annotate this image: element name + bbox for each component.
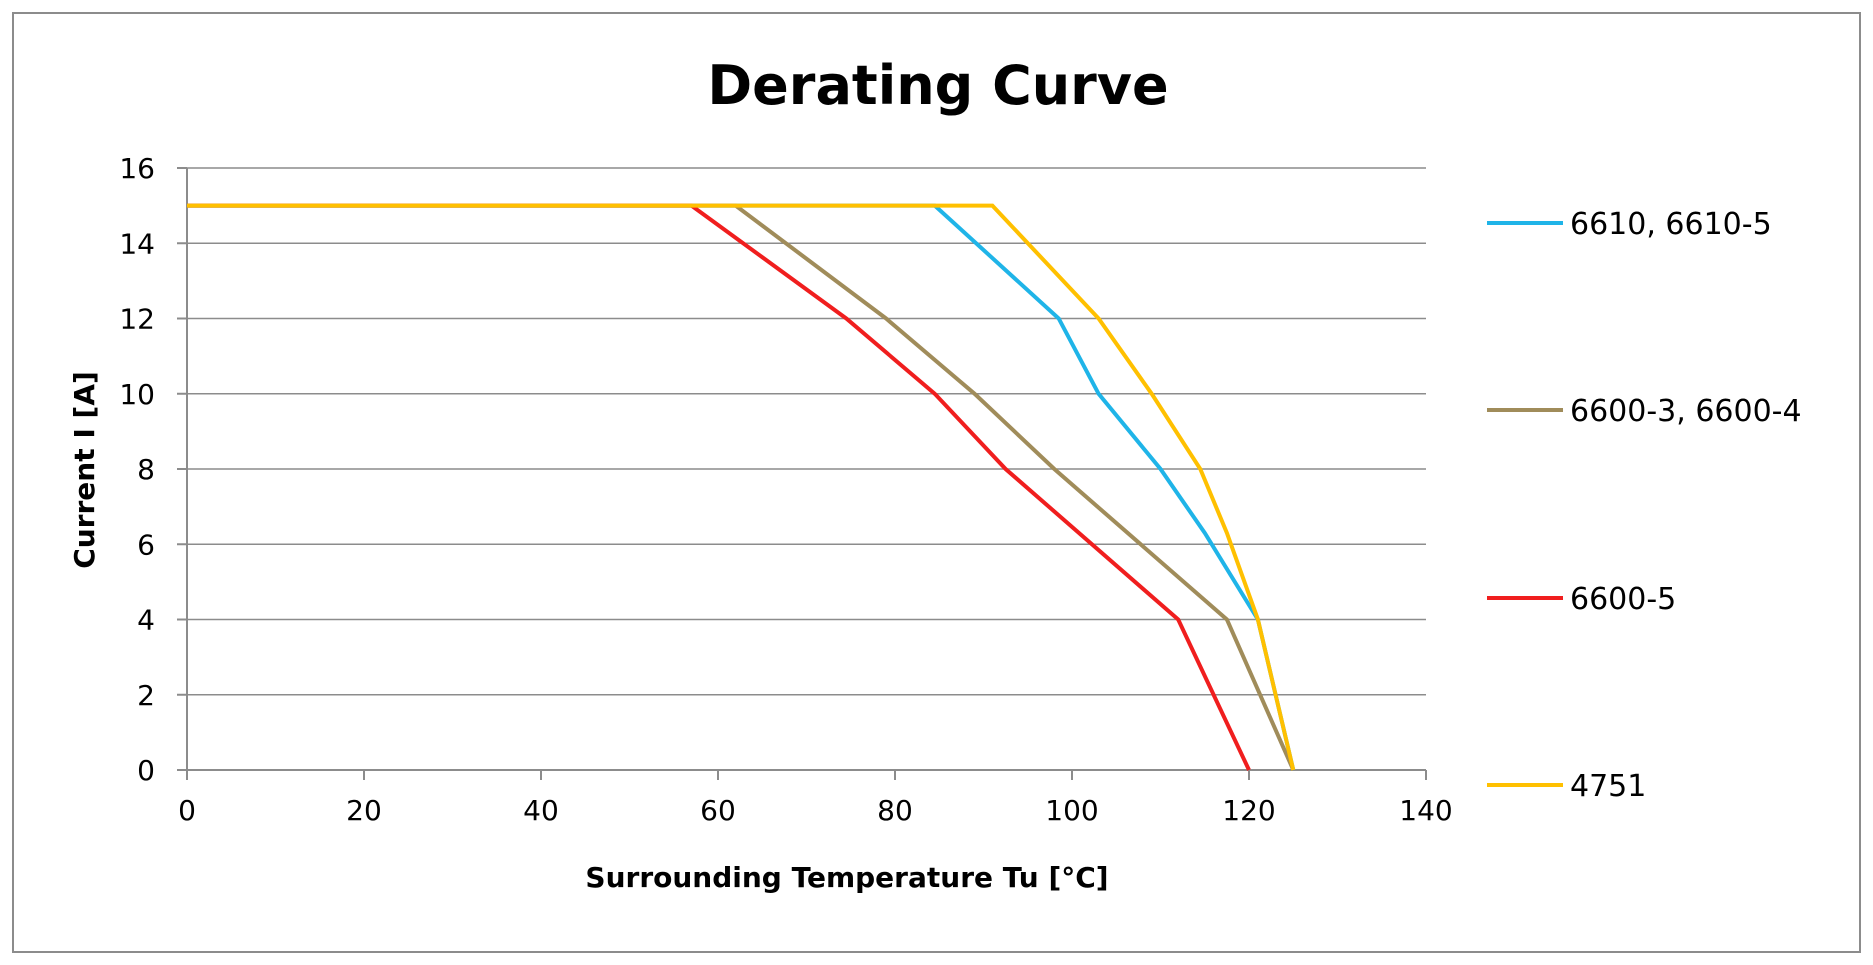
legend-label: 6610, 6610-5 [1570, 207, 1772, 242]
y-tick-label: 6 [137, 528, 155, 561]
x-tick-labels: 0 20 40 60 80 100 120 140 [178, 794, 1453, 827]
x-axis-label: Surrounding Temperature Tu [°C] [585, 861, 1108, 894]
y-tick-label: 10 [119, 378, 155, 411]
y-tick-label: 4 [137, 604, 155, 637]
y-tick-label: 2 [137, 679, 155, 712]
axes [177, 167, 1427, 780]
x-tick-label: 80 [877, 794, 913, 827]
x-tick-label: 60 [700, 794, 736, 827]
y-tick-label: 0 [137, 754, 155, 787]
y-tick-label: 12 [119, 303, 155, 336]
gridlines [187, 167, 1426, 696]
series-line-4 [187, 203, 1296, 771]
x-tick-label: 140 [1399, 794, 1452, 827]
y-axis-label: Current I [A] [68, 371, 101, 569]
x-tick-label: 20 [346, 794, 382, 827]
y-tick-label: 16 [119, 152, 155, 185]
series-lines [187, 203, 1296, 771]
legend-label: 6600-3, 6600-4 [1570, 394, 1802, 429]
y-tick-label: 14 [119, 227, 155, 260]
x-tick-label: 40 [523, 794, 559, 827]
x-tick-label: 0 [178, 794, 196, 827]
series-line-3 [187, 203, 1251, 771]
y-tick-label: 8 [137, 453, 155, 486]
chart-frame [12, 12, 1861, 953]
series-line-1 [187, 203, 1296, 771]
series-line-2 [187, 203, 1296, 771]
chart-title: Derating Curve [707, 54, 1168, 117]
legend-label: 4751 [1570, 769, 1646, 804]
x-tick-label: 120 [1222, 794, 1275, 827]
x-tick-label: 100 [1045, 794, 1098, 827]
y-tick-labels: 0 2 4 6 8 10 12 14 16 [119, 152, 155, 787]
legend: 6610, 6610-5 6600-3, 6600-4 6600-5 4751 [1487, 207, 1802, 804]
legend-label: 6600-5 [1570, 582, 1676, 617]
